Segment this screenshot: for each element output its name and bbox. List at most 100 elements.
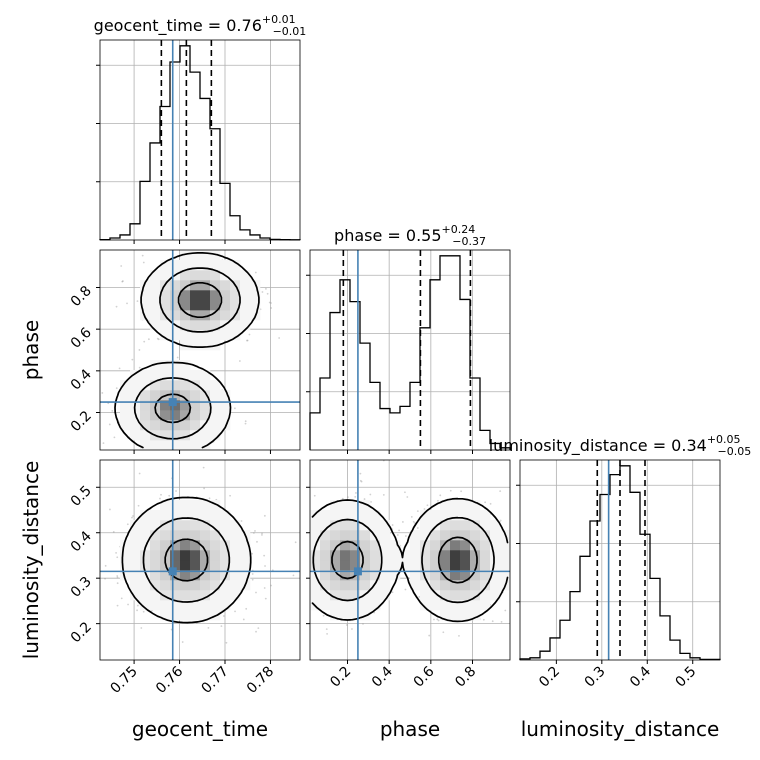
panel-content bbox=[310, 460, 518, 637]
density-cell bbox=[320, 520, 331, 531]
density-cell bbox=[190, 500, 201, 511]
density-cell bbox=[120, 540, 131, 551]
density-cell bbox=[190, 250, 201, 261]
density-cell bbox=[120, 400, 131, 411]
sample-point bbox=[251, 578, 254, 581]
truth-marker bbox=[168, 398, 177, 407]
density-cell bbox=[170, 440, 181, 450]
sample-point bbox=[255, 591, 257, 594]
density-cell bbox=[460, 550, 471, 561]
sample-point bbox=[437, 499, 439, 502]
density-cell bbox=[460, 500, 471, 511]
density-cell bbox=[160, 570, 171, 581]
density-cell bbox=[190, 550, 201, 561]
density-cell bbox=[200, 300, 211, 311]
contour-line bbox=[114, 252, 260, 449]
sample-point bbox=[406, 496, 409, 498]
sample-point bbox=[159, 497, 161, 500]
density-cell bbox=[460, 600, 471, 611]
density-cell bbox=[240, 560, 251, 571]
sample-point bbox=[412, 520, 415, 523]
density-cell bbox=[370, 580, 381, 591]
density-cell bbox=[210, 430, 221, 441]
density-cell bbox=[230, 580, 241, 591]
density-cell bbox=[140, 440, 151, 450]
density-cell bbox=[210, 550, 221, 561]
sample-point bbox=[142, 610, 145, 613]
density-cell bbox=[210, 320, 221, 331]
density-cell bbox=[220, 550, 231, 561]
density-cell bbox=[130, 560, 141, 571]
density-cell bbox=[160, 400, 171, 411]
density-cell bbox=[130, 530, 141, 541]
density-cell bbox=[150, 270, 161, 281]
sample-point bbox=[116, 604, 119, 607]
density-cell bbox=[200, 400, 211, 411]
density-cell bbox=[210, 310, 221, 321]
density-cell bbox=[200, 270, 211, 281]
density-cell bbox=[130, 420, 141, 431]
sample-point bbox=[156, 337, 159, 340]
density-cell bbox=[180, 300, 191, 311]
density-cell bbox=[160, 430, 171, 441]
density-cell bbox=[190, 260, 201, 271]
density-cell bbox=[450, 530, 461, 541]
density-cell bbox=[400, 550, 411, 561]
sample-point bbox=[245, 607, 248, 610]
sample-point bbox=[516, 547, 518, 549]
sample-point bbox=[138, 366, 141, 369]
density-cell bbox=[170, 610, 181, 621]
density-cell bbox=[470, 570, 481, 581]
sample-point bbox=[346, 496, 349, 499]
sample-point bbox=[500, 620, 503, 623]
density-cell bbox=[170, 430, 181, 441]
density-cell bbox=[180, 530, 191, 541]
density-cell bbox=[140, 590, 151, 601]
density-cell bbox=[130, 570, 141, 581]
sample-point bbox=[499, 490, 502, 492]
density-cell bbox=[150, 300, 161, 311]
x-tick-label-phase: 0.8 bbox=[452, 664, 479, 691]
density-cell bbox=[480, 600, 491, 611]
density-cell bbox=[200, 390, 211, 401]
density-cell bbox=[180, 290, 191, 301]
density-cell bbox=[370, 510, 381, 521]
sample-point bbox=[109, 508, 111, 511]
density-cell bbox=[480, 580, 491, 591]
density-cell bbox=[180, 370, 191, 381]
sample-point bbox=[144, 455, 146, 457]
density-cell bbox=[420, 530, 431, 541]
density-cell bbox=[450, 550, 461, 561]
density-cell bbox=[180, 330, 191, 341]
density-cell bbox=[380, 530, 391, 541]
density-cell bbox=[160, 380, 171, 391]
density-cell bbox=[120, 550, 131, 561]
density-cell bbox=[140, 520, 151, 531]
density-cell bbox=[210, 570, 221, 581]
sample-point bbox=[115, 387, 118, 390]
density-cell bbox=[140, 290, 151, 301]
density-cell bbox=[230, 540, 241, 551]
density-cell bbox=[490, 540, 501, 551]
density-cell bbox=[170, 370, 181, 381]
density-cell bbox=[170, 300, 181, 311]
density-cell bbox=[220, 310, 231, 321]
density-cell bbox=[320, 600, 331, 611]
density-cell bbox=[130, 520, 141, 531]
density-cell bbox=[220, 290, 231, 301]
density-cell bbox=[440, 590, 451, 601]
density-cell bbox=[190, 320, 201, 331]
density-cell bbox=[430, 600, 441, 611]
density-cell bbox=[140, 410, 151, 421]
density-cell bbox=[190, 290, 201, 301]
density-cell bbox=[190, 270, 201, 281]
sample-point bbox=[261, 534, 263, 536]
density-cell bbox=[390, 570, 401, 581]
density-cell bbox=[170, 420, 181, 431]
density-cell bbox=[330, 520, 341, 531]
title-phase-down: −0.37 bbox=[452, 235, 486, 248]
density-cell bbox=[330, 530, 341, 541]
density-cell bbox=[370, 540, 381, 551]
density-cell bbox=[440, 580, 451, 591]
density-cell bbox=[160, 410, 171, 421]
